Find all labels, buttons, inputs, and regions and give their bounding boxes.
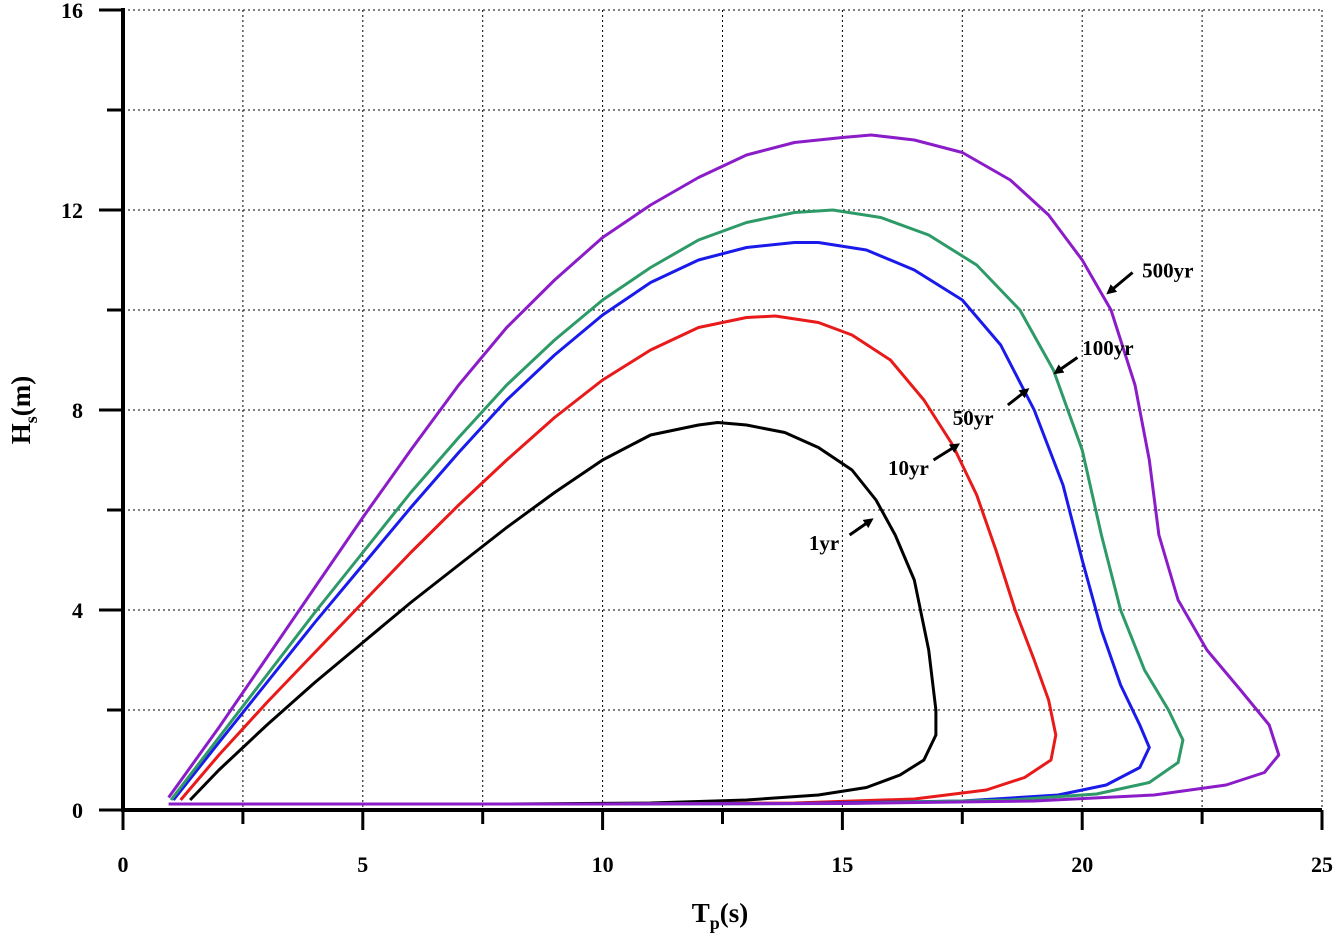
grid <box>123 9 1323 810</box>
series-line-100yr <box>169 208 1185 806</box>
y-tick-label: 4 <box>72 598 83 623</box>
curve-label-50yr: 50yr <box>953 406 994 430</box>
curve-labels: 1yr 10yr 50yr 100yr 500yr <box>809 259 1194 556</box>
y-tick-label: 0 <box>72 798 83 823</box>
tick-labels: 0 5 10 15 20 25 0 4 8 12 16 <box>61 0 1333 877</box>
curve-label-1yr: 1yr <box>809 531 839 555</box>
x-tick-label: 25 <box>1311 852 1333 877</box>
label-arrow-10yr <box>932 443 961 462</box>
x-tick-label: 5 <box>357 852 368 877</box>
series-line-10yr <box>179 314 1058 806</box>
y-tick-label: 16 <box>61 0 83 23</box>
x-tick-label: 15 <box>831 852 853 877</box>
x-axis-label: Tp(s) <box>692 898 749 933</box>
series-line-500yr <box>167 133 1281 806</box>
series-line-1yr <box>189 421 938 806</box>
series-line-50yr <box>172 241 1151 806</box>
label-arrow-1yr <box>848 518 874 537</box>
label-arrow-50yr <box>1006 388 1030 407</box>
axes <box>99 8 1324 830</box>
x-tick-label: 20 <box>1071 852 1093 877</box>
y-tick-label: 12 <box>61 198 83 223</box>
y-tick-label: 8 <box>72 398 83 423</box>
curve-label-10yr: 10yr <box>888 456 929 480</box>
series-lines <box>167 133 1281 806</box>
x-tick-label: 10 <box>592 852 614 877</box>
x-tick-label: 0 <box>118 852 129 877</box>
y-axis-label: Hs(m) <box>6 376 41 445</box>
curve-label-500yr: 500yr <box>1142 259 1193 283</box>
label-arrow-500yr <box>1106 271 1134 295</box>
curve-label-100yr: 100yr <box>1082 336 1133 360</box>
label-arrow-100yr <box>1053 356 1079 375</box>
